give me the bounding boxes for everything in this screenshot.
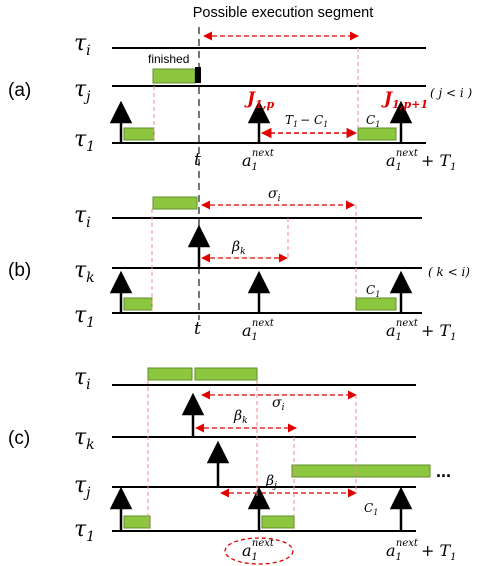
panel-c-tau-1-exec-block-1 (123, 515, 151, 529)
panel-a-tau-j-finish-marker (195, 67, 201, 83)
panel-c-tau-1-label: τ1 (74, 517, 95, 545)
svg-text:τi: τi (74, 365, 91, 393)
svg-text:βk: βk (231, 239, 246, 257)
svg-text:T1− C1: T1− C1 (285, 113, 328, 129)
panel-a-tau-j-label: τj (74, 77, 91, 105)
svg-text:σi: σi (272, 395, 285, 413)
svg-text:a1next: a1next (242, 538, 275, 563)
svg-text:a1next+ T1: a1next + T1 (386, 538, 457, 563)
panel-c-beta-k-label: βk (233, 408, 248, 426)
svg-text:J1,p: J1,p (244, 89, 275, 111)
panel-b-tau-1-label: τ1 (74, 303, 95, 331)
svg-text:σi: σi (268, 186, 281, 204)
svg-text:C1: C1 (364, 501, 378, 517)
svg-text:a1next+ T1: a1next + T1 (386, 318, 457, 343)
panel-b-tau-i-label: τi (74, 203, 91, 231)
panel-b-a-next-plus-T-label: a1next + T1 (386, 318, 457, 343)
svg-text:J1,p+1: J1,p+1 (381, 89, 428, 111)
panel-b-tau-1-exec-block-1 (123, 297, 153, 311)
panel-c-label: (c) (8, 428, 30, 449)
panel-a-finished-label: finished (148, 52, 189, 66)
panel-a-c1-label: C1 (366, 113, 380, 129)
panel-a-slack-label: T1− C1 (285, 113, 328, 129)
panel-c-tau-i-label: τi (74, 365, 91, 393)
svg-text:τ1: τ1 (74, 127, 95, 155)
panel-a-condition: ( j < i ) (430, 86, 473, 100)
panel-b-tau-1-exec-block-2 (355, 297, 397, 311)
panel-b-condition: ( k < i) (428, 265, 470, 279)
panel-c-beta-j-label: βj (265, 473, 277, 491)
title: Possible execution segment (193, 5, 374, 21)
panel-c-a-next-label: a1next (242, 538, 275, 563)
panel-a-a-next-plus-T-label: a1next + T1 (386, 148, 457, 173)
panel-c-tau-k-label: τk (74, 425, 95, 453)
panel-b-sigma-label: σi (268, 186, 281, 204)
panel-a-job-p1-label: J1,p+1 (381, 89, 428, 111)
panel-c-tau-1-exec-block-2 (261, 515, 295, 529)
panel-c-sigma-label: σi (272, 395, 285, 413)
panel-a-tau-1-label: τ1 (74, 127, 95, 155)
panel-a-tau-j-exec-block (152, 68, 196, 84)
svg-text:C1: C1 (366, 113, 380, 129)
svg-text:a1next+ T1: a1next + T1 (386, 148, 457, 173)
svg-text:τj: τj (74, 473, 91, 501)
panel-b-label: (b) (8, 260, 31, 281)
panel-a-tau-i-label: τi (74, 31, 91, 59)
svg-text:τj: τj (74, 77, 91, 105)
panel-a-label: (a) (8, 80, 31, 101)
panel-c-c1-label: C1 (364, 501, 378, 517)
svg-text:τk: τk (74, 425, 95, 453)
panel-b-tau-k-label: τk (74, 258, 95, 286)
panel-b-c1-label: C1 (366, 283, 380, 299)
svg-text:βj: βj (265, 473, 277, 491)
svg-text:a1next: a1next (242, 318, 275, 343)
panel-b-a-next-label: a1next (242, 318, 275, 343)
panel-c-a-next-plus-T-label: a1next + T1 (386, 538, 457, 563)
svg-text:τ1: τ1 (74, 303, 95, 331)
panel-a-t-label: t (194, 150, 201, 170)
panel-a-tau-1-exec-block-2 (357, 127, 397, 141)
panel-b-tau-i-exec-block (152, 196, 198, 210)
svg-text:τi: τi (74, 31, 91, 59)
panel-b-t-label: t (194, 319, 201, 339)
panel-c-tau-i-exec-block-1 (147, 367, 193, 381)
svg-text:C1: C1 (366, 283, 380, 299)
panel-c-ellipsis: ... (436, 461, 451, 481)
panel-c-tau-j-label: τj (74, 473, 91, 501)
panel-c-tau-j-exec-block (291, 464, 431, 478)
panel-c-a-next-highlight-ellipse (224, 537, 294, 565)
svg-text:τk: τk (74, 258, 95, 286)
panel-c-tau-i-exec-block-2 (194, 367, 258, 381)
panel-b-beta-label: βk (231, 239, 246, 257)
svg-text:τ1: τ1 (74, 517, 95, 545)
svg-text:a1next: a1next (242, 148, 275, 173)
panel-a-a-next-label: a1next (242, 148, 275, 173)
svg-text:βk: βk (233, 408, 248, 426)
panel-a-job-p-label: J1,p (244, 89, 275, 111)
panel-a-tau-1-exec-block-1 (123, 127, 155, 141)
svg-text:τi: τi (74, 203, 91, 231)
